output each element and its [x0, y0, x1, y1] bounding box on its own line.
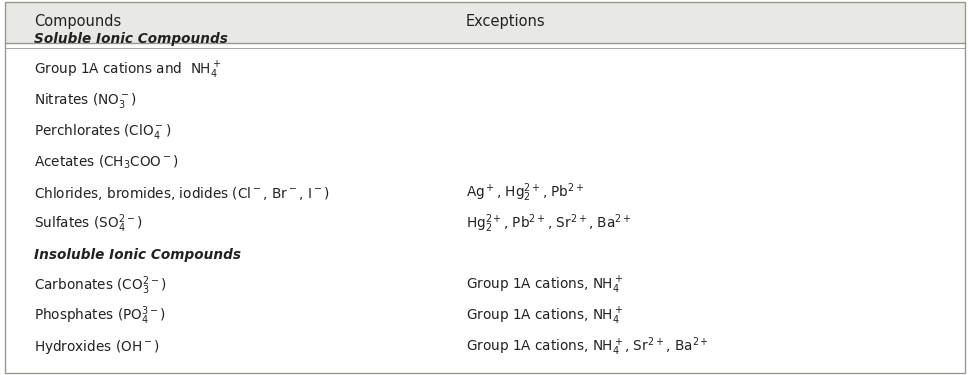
Text: Soluble Ionic Compounds: Soluble Ionic Compounds: [34, 32, 228, 46]
Text: Nitrates (NO$_3^-$): Nitrates (NO$_3^-$): [34, 92, 137, 110]
Text: Exceptions: Exceptions: [465, 14, 545, 29]
Text: Group 1A cations, NH$_4^+$, Sr$^{2+}$, Ba$^{2+}$: Group 1A cations, NH$_4^+$, Sr$^{2+}$, B…: [465, 336, 707, 358]
Text: Hg$_2^{2+}$, Pb$^{2+}$, Sr$^{2+}$, Ba$^{2+}$: Hg$_2^{2+}$, Pb$^{2+}$, Sr$^{2+}$, Ba$^{…: [465, 213, 631, 235]
Text: Phosphates (PO$_4^{3-}$): Phosphates (PO$_4^{3-}$): [34, 305, 166, 327]
Text: Group 1A cations, NH$_4^+$: Group 1A cations, NH$_4^+$: [465, 275, 622, 296]
Text: Ag$^+$, Hg$_2^{2+}$, Pb$^{2+}$: Ag$^+$, Hg$_2^{2+}$, Pb$^{2+}$: [465, 182, 583, 204]
Text: Compounds: Compounds: [34, 14, 121, 29]
Text: Group 1A cations, NH$_4^+$: Group 1A cations, NH$_4^+$: [465, 306, 622, 327]
Text: Group 1A cations and  NH$_4^+$: Group 1A cations and NH$_4^+$: [34, 60, 221, 81]
Bar: [5, 2, 964, 43]
Text: Acetates (CH$_3$COO$^-$): Acetates (CH$_3$COO$^-$): [34, 154, 179, 171]
Text: Carbonates (CO$_3^{2-}$): Carbonates (CO$_3^{2-}$): [34, 274, 167, 297]
Text: Perchlorates (ClO$_4^-$): Perchlorates (ClO$_4^-$): [34, 122, 172, 141]
Text: Hydroxides (OH$^-$): Hydroxides (OH$^-$): [34, 338, 160, 356]
Text: Sulfates (SO$_4^{2-}$): Sulfates (SO$_4^{2-}$): [34, 213, 142, 235]
Text: Chlorides, bromides, iodides (Cl$^-$, Br$^-$, I$^-$): Chlorides, bromides, iodides (Cl$^-$, Br…: [34, 184, 329, 202]
Text: Insoluble Ionic Compounds: Insoluble Ionic Compounds: [34, 248, 240, 262]
